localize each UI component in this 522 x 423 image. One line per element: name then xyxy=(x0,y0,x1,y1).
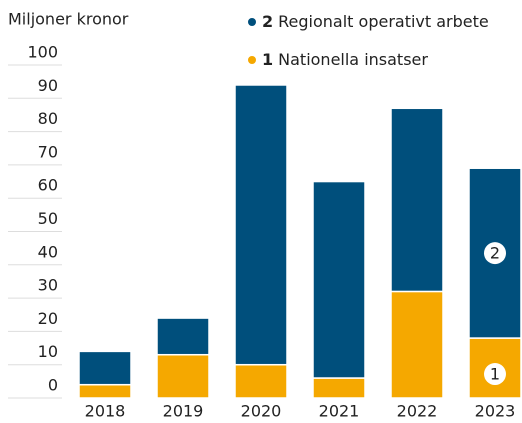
legend-key: 1 xyxy=(262,50,273,69)
legend-key: 2 xyxy=(262,12,273,31)
y-tick-label: 10 xyxy=(38,342,58,361)
segment-badge xyxy=(484,363,506,386)
bar-segment xyxy=(156,353,210,399)
bar-segment xyxy=(234,363,288,399)
y-tick-label: 90 xyxy=(38,76,58,95)
bar-segment xyxy=(78,350,132,386)
bar-segment xyxy=(78,383,132,399)
y-tick-label: 60 xyxy=(38,176,58,195)
bar-segment xyxy=(312,180,366,379)
x-tick-label: 2018 xyxy=(85,402,126,421)
y-tick-label: 80 xyxy=(38,109,58,128)
bar-segment xyxy=(312,377,366,399)
segment-badge-label: 1 xyxy=(490,365,500,384)
segment-badge-label: 2 xyxy=(490,244,500,263)
x-tick-label: 2021 xyxy=(319,402,360,421)
legend-label: 1 Nationella insatser xyxy=(262,50,428,69)
x-tick-label: 2023 xyxy=(475,402,516,421)
y-tick-label: 30 xyxy=(38,276,58,295)
bar-segment xyxy=(156,317,210,356)
x-tick-label: 2019 xyxy=(163,402,204,421)
legend-name: Regionalt operativt arbete xyxy=(278,12,489,31)
y-tick-label: 20 xyxy=(38,309,58,328)
x-tick-label: 2020 xyxy=(241,402,282,421)
y-tick-label: 0 xyxy=(48,376,58,395)
y-tick-label: 100 xyxy=(27,43,58,62)
legend-label: 2 Regionalt operativt arbete xyxy=(262,12,489,31)
y-tick-label: 50 xyxy=(38,209,58,228)
bar-segment xyxy=(390,107,444,293)
y-tick-label: 70 xyxy=(38,142,58,161)
legend-name: Nationella insatser xyxy=(278,50,428,69)
bar-segment xyxy=(234,84,288,366)
bar-segment xyxy=(390,290,444,399)
y-tick-label: 40 xyxy=(38,242,58,261)
x-tick-label: 2022 xyxy=(397,402,438,421)
legend-marker xyxy=(248,18,256,26)
segment-badge xyxy=(484,242,506,265)
axis-title: Miljoner kronor xyxy=(8,10,129,29)
legend-marker xyxy=(248,56,256,64)
